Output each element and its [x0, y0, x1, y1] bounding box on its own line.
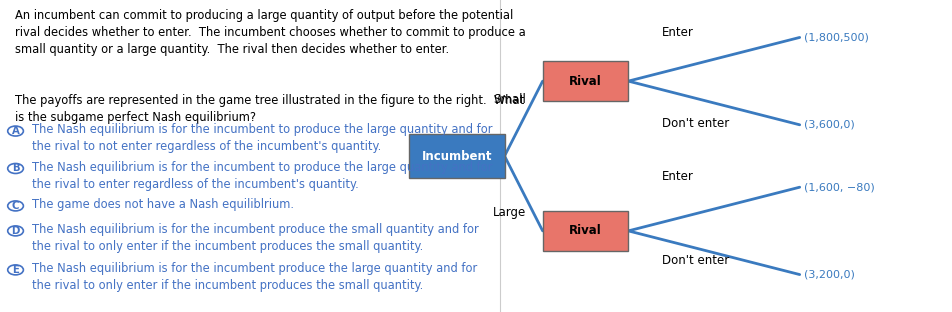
- Text: the rival to only enter if the incumbent produces the small quantity.: the rival to only enter if the incumbent…: [31, 279, 423, 292]
- Text: The Nash equilibrium is for the incumbent to produce the large quantity and for: The Nash equilibrium is for the incumben…: [31, 123, 492, 136]
- Text: The Nash equilibrium is for the incumbent produce the small quantity and for: The Nash equilibrium is for the incumben…: [31, 223, 479, 236]
- Text: Don't enter: Don't enter: [662, 117, 729, 130]
- Text: C: C: [11, 201, 19, 211]
- Text: Enter: Enter: [662, 169, 693, 183]
- Text: The game does not have a Nash equiliblrium.: The game does not have a Nash equiliblri…: [31, 198, 294, 211]
- Text: (3,600,0): (3,600,0): [804, 120, 855, 130]
- Text: The Nash equilibrium is for the incumbent to produce the large quantity and for: The Nash equilibrium is for the incumben…: [31, 161, 492, 174]
- Text: Don't enter: Don't enter: [662, 254, 729, 267]
- Text: the rival to enter regardless of the incumbent's quantity.: the rival to enter regardless of the inc…: [31, 178, 359, 191]
- Text: (3,200,0): (3,200,0): [804, 270, 855, 280]
- Text: E: E: [12, 265, 19, 275]
- Text: Rival: Rival: [569, 75, 602, 88]
- Text: Enter: Enter: [662, 26, 693, 39]
- Text: Incumbent: Incumbent: [422, 149, 492, 163]
- Text: (1,600, −80): (1,600, −80): [804, 182, 875, 192]
- Text: the rival to only enter if the incumbent produces the small quantity.: the rival to only enter if the incumbent…: [31, 240, 423, 253]
- FancyBboxPatch shape: [409, 134, 505, 178]
- Text: the rival to not enter regardless of the incumbent's quantity.: the rival to not enter regardless of the…: [31, 140, 381, 154]
- Text: (1,800,500): (1,800,500): [804, 32, 869, 42]
- Text: The Nash equilibrium is for the incumbent produce the large quantity and for: The Nash equilibrium is for the incumben…: [31, 262, 477, 275]
- Text: Small: Small: [493, 93, 526, 106]
- Text: D: D: [11, 226, 20, 236]
- Text: B: B: [11, 163, 19, 173]
- Text: An incumbent can commit to producing a large quantity of output before the poten: An incumbent can commit to producing a l…: [14, 9, 526, 56]
- Text: A: A: [11, 126, 19, 136]
- FancyBboxPatch shape: [543, 211, 628, 251]
- Text: The payoffs are represented in the game tree illustrated in the figure to the ri: The payoffs are represented in the game …: [14, 94, 524, 124]
- Text: Rival: Rival: [569, 224, 602, 237]
- Text: Large: Large: [493, 206, 526, 219]
- FancyBboxPatch shape: [543, 61, 628, 101]
